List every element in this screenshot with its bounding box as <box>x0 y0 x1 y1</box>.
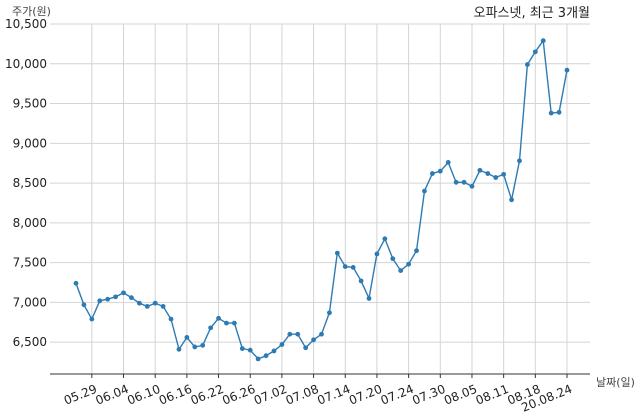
y-tick-label: 8,000 <box>13 216 47 230</box>
data-point <box>374 251 380 257</box>
data-point <box>485 171 491 176</box>
data-point <box>366 296 372 301</box>
series <box>73 38 570 362</box>
data-point <box>303 345 309 351</box>
data-point <box>517 158 522 164</box>
data-point <box>176 346 182 352</box>
y-tick-label: 6,500 <box>13 335 47 349</box>
data-point <box>437 168 443 174</box>
data-point <box>445 160 451 165</box>
data-point <box>342 264 348 270</box>
data-point <box>390 256 396 262</box>
data-point <box>144 303 150 309</box>
data-point <box>224 320 229 326</box>
y-tick-labels: 6,500 7,000 7,500 8,000 8,500 9,000 9,500 10,00… <box>5 17 47 349</box>
data-point <box>319 331 324 337</box>
data-point <box>327 310 332 316</box>
data-point <box>382 236 388 242</box>
y-tick-label: 10,000 <box>5 57 47 71</box>
data-point <box>239 346 245 351</box>
data-point <box>334 250 340 256</box>
data-point <box>540 38 546 44</box>
data-point <box>97 298 103 304</box>
data-point <box>263 353 269 359</box>
data-point <box>295 331 301 337</box>
series-line <box>75 38 568 360</box>
data-point <box>208 325 214 331</box>
data-point <box>184 335 190 340</box>
y-tick-label: 7,000 <box>13 295 47 309</box>
grid <box>50 23 590 378</box>
data-point <box>453 179 459 185</box>
y-tick-label: 9,000 <box>13 136 47 150</box>
data-point <box>501 171 507 177</box>
data-point <box>564 67 570 73</box>
data-point <box>556 109 562 115</box>
data-point <box>525 62 530 67</box>
data-point <box>414 248 419 254</box>
data-point <box>136 300 142 306</box>
data-point <box>358 278 364 284</box>
data-point <box>73 280 79 286</box>
data-point <box>247 347 253 353</box>
data-point <box>477 167 483 173</box>
data-point <box>121 290 126 296</box>
data-point <box>200 342 206 348</box>
data-point <box>89 316 95 322</box>
y-axis-title: 주가(원) <box>12 5 51 18</box>
data-point <box>113 294 118 300</box>
y-tick-label: 9,500 <box>13 97 47 111</box>
data-point <box>168 316 174 322</box>
data-point <box>271 348 277 354</box>
data-point <box>406 261 412 267</box>
data-point <box>429 171 435 176</box>
data-point <box>255 356 261 362</box>
data-point <box>532 49 538 55</box>
data-point <box>105 296 111 302</box>
data-point <box>231 320 237 326</box>
y-tick-label: 8,500 <box>13 176 47 190</box>
data-point <box>129 295 134 301</box>
data-point <box>350 265 356 270</box>
data-point <box>192 344 198 350</box>
data-point <box>279 342 285 347</box>
data-point <box>469 183 475 189</box>
data-point <box>81 302 87 308</box>
data-point <box>311 337 316 343</box>
data-point <box>287 331 293 337</box>
data-point <box>160 303 166 309</box>
data-point <box>461 179 467 185</box>
data-point <box>548 110 554 116</box>
data-point <box>509 197 514 203</box>
data-point <box>216 315 221 321</box>
data-point <box>398 268 404 273</box>
chart-title: 오파스넷, 최근 3개월 <box>474 6 590 21</box>
x-axis-title: 날짜(일) <box>596 375 635 389</box>
data-point <box>152 300 158 306</box>
y-tick-label: 7,500 <box>13 256 47 270</box>
data-point <box>422 188 427 194</box>
y-tick-label: 10,500 <box>5 17 47 31</box>
x-tick-labels: 05.2906.0406.1006.1606.2206.2607.0207.08… <box>62 382 574 414</box>
data-point <box>493 175 499 180</box>
